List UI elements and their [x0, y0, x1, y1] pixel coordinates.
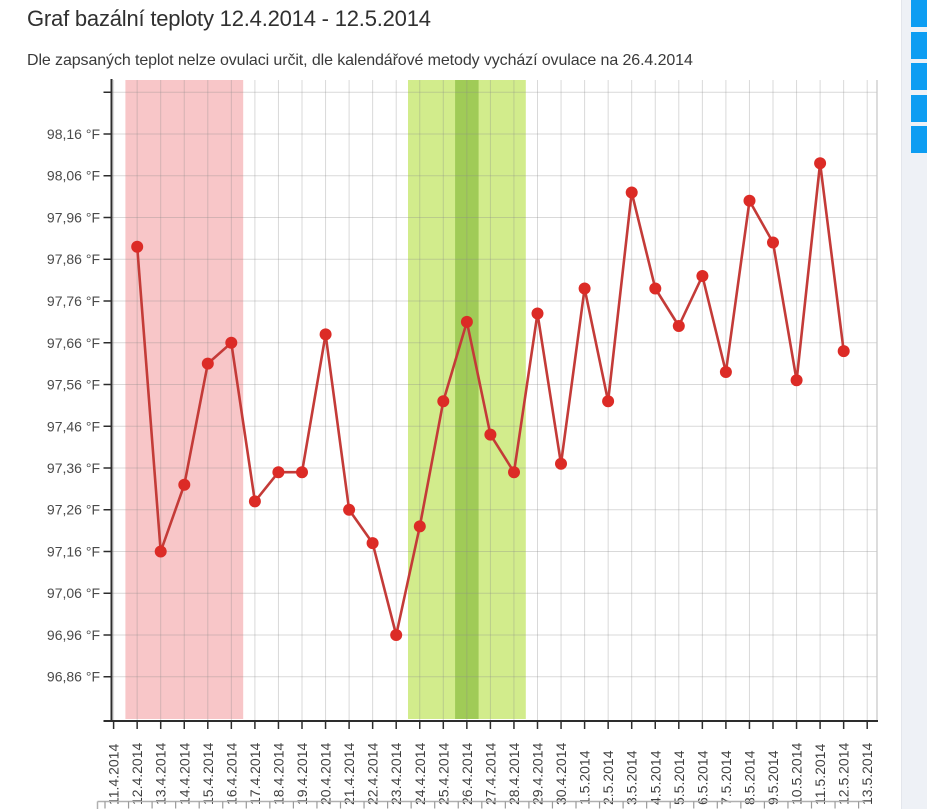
temperature-point[interactable] — [225, 336, 238, 349]
y-tick-label: 97,26 °F — [47, 502, 100, 518]
temperature-point[interactable] — [508, 466, 520, 479]
x-tick-label: 13.5.2014 — [859, 743, 875, 805]
temperature-point[interactable] — [790, 374, 803, 387]
y-tick-label: 96,86 °F — [47, 669, 100, 685]
x-tick-label: 12.5.2014 — [836, 743, 852, 805]
temperature-point[interactable] — [201, 357, 214, 370]
temperature-point[interactable] — [319, 328, 332, 341]
x-tick-label: 21.4.2014 — [341, 743, 357, 805]
x-tick-label: 13.4.2014 — [153, 743, 169, 805]
x-tick-label: 17.4.2014 — [247, 743, 263, 805]
x-tick-label: 12.4.2014 — [129, 743, 145, 805]
y-tick-label: 98,06 °F — [47, 168, 100, 184]
x-tick-label: 3.5.2014 — [624, 750, 640, 805]
sidebar-button-3[interactable] — [911, 63, 927, 91]
y-tick-label: 97,66 °F — [47, 335, 100, 351]
temperature-point[interactable] — [154, 545, 167, 558]
temperature-point[interactable] — [366, 537, 379, 550]
temperature-point[interactable] — [602, 395, 615, 408]
band-menstruation — [125, 80, 244, 719]
x-tick-label: 6.5.2014 — [694, 750, 710, 805]
x-tick-label: 26.4.2014 — [459, 743, 475, 805]
x-tick-label: 23.4.2014 — [388, 743, 404, 805]
y-tick-label: 98,16 °F — [47, 126, 100, 142]
band-ovulation-day — [455, 80, 479, 719]
temperature-point[interactable] — [272, 466, 285, 479]
x-tick-label: 19.4.2014 — [294, 743, 310, 805]
temperature-point[interactable] — [178, 478, 191, 491]
right-sidebar — [901, 0, 927, 809]
temperature-point[interactable] — [131, 240, 144, 253]
y-tick-label: 97,86 °F — [47, 251, 100, 267]
temperature-point[interactable] — [437, 395, 450, 408]
y-tick-label: 97,06 °F — [47, 585, 100, 601]
sidebar-button-1[interactable] — [911, 0, 927, 27]
y-tick-label: 97,46 °F — [47, 418, 100, 434]
x-tick-label: 20.4.2014 — [318, 743, 334, 805]
x-tick-label: 1.5.2014 — [577, 750, 593, 805]
ovulation-note: Dle zapsaných teplot nelze ovulaci určit… — [27, 52, 693, 69]
temperature-point[interactable] — [296, 466, 308, 479]
x-tick-label: 28.4.2014 — [506, 743, 522, 805]
temperature-point[interactable] — [719, 366, 732, 378]
temperature-point[interactable] — [837, 345, 850, 358]
y-tick-label: 96,96 °F — [47, 627, 100, 643]
sidebar-button-4[interactable] — [911, 94, 927, 122]
x-tick-label: 24.4.2014 — [412, 743, 428, 805]
x-tick-label: 10.5.2014 — [789, 743, 805, 805]
temperature-point[interactable] — [343, 503, 356, 516]
temperature-point[interactable] — [248, 495, 261, 508]
y-tick-label: 97,36 °F — [47, 460, 100, 476]
x-tick-label: 8.5.2014 — [742, 750, 758, 805]
x-tick-label: 15.4.2014 — [200, 743, 216, 805]
temperature-point[interactable] — [767, 236, 779, 249]
x-tick-label: 18.4.2014 — [270, 743, 286, 805]
temperature-point[interactable] — [743, 194, 756, 207]
x-tick-label: 4.5.2014 — [647, 750, 663, 805]
temperature-point[interactable] — [390, 629, 403, 641]
x-tick-label: 22.4.2014 — [365, 743, 381, 805]
temperature-point[interactable] — [625, 186, 638, 199]
y-tick-label: 97,56 °F — [47, 377, 100, 393]
page-title: Graf bazální teploty 12.4.2014 - 12.5.20… — [27, 6, 431, 31]
x-tick-label: 30.4.2014 — [553, 743, 569, 805]
x-tick-label: 27.4.2014 — [482, 743, 498, 805]
y-tick-label: 97,76 °F — [47, 293, 100, 309]
sidebar-button-2[interactable] — [911, 31, 927, 59]
x-tick-label: 16.4.2014 — [223, 743, 239, 805]
temperature-point[interactable] — [649, 282, 662, 295]
temperature-point[interactable] — [696, 270, 709, 282]
temperature-point[interactable] — [672, 320, 685, 332]
y-tick-label: 97,96 °F — [47, 210, 100, 226]
x-tick-label: 14.4.2014 — [176, 743, 192, 805]
y-tick-label: 97,16 °F — [47, 544, 100, 560]
temperature-point[interactable] — [555, 457, 567, 470]
temperature-point[interactable] — [460, 315, 473, 328]
temperature-point[interactable] — [578, 282, 591, 295]
x-tick-label: 29.4.2014 — [530, 743, 546, 805]
next-chart-preview — [96, 800, 864, 809]
x-tick-label: 7.5.2014 — [718, 750, 734, 805]
x-tick-label: 25.4.2014 — [435, 743, 451, 805]
temperature-point[interactable] — [484, 428, 497, 441]
x-tick-label: 5.5.2014 — [671, 750, 687, 805]
temperature-point[interactable] — [814, 157, 827, 170]
x-tick-label: 11.4.2014 — [106, 744, 122, 805]
temperature-point[interactable] — [413, 520, 426, 533]
x-tick-label: 11.5.2014 — [812, 744, 828, 805]
sidebar-button-5[interactable] — [911, 126, 927, 154]
x-tick-label: 9.5.2014 — [765, 750, 781, 805]
x-tick-label: 2.5.2014 — [600, 750, 616, 805]
temperature-point[interactable] — [531, 307, 544, 320]
